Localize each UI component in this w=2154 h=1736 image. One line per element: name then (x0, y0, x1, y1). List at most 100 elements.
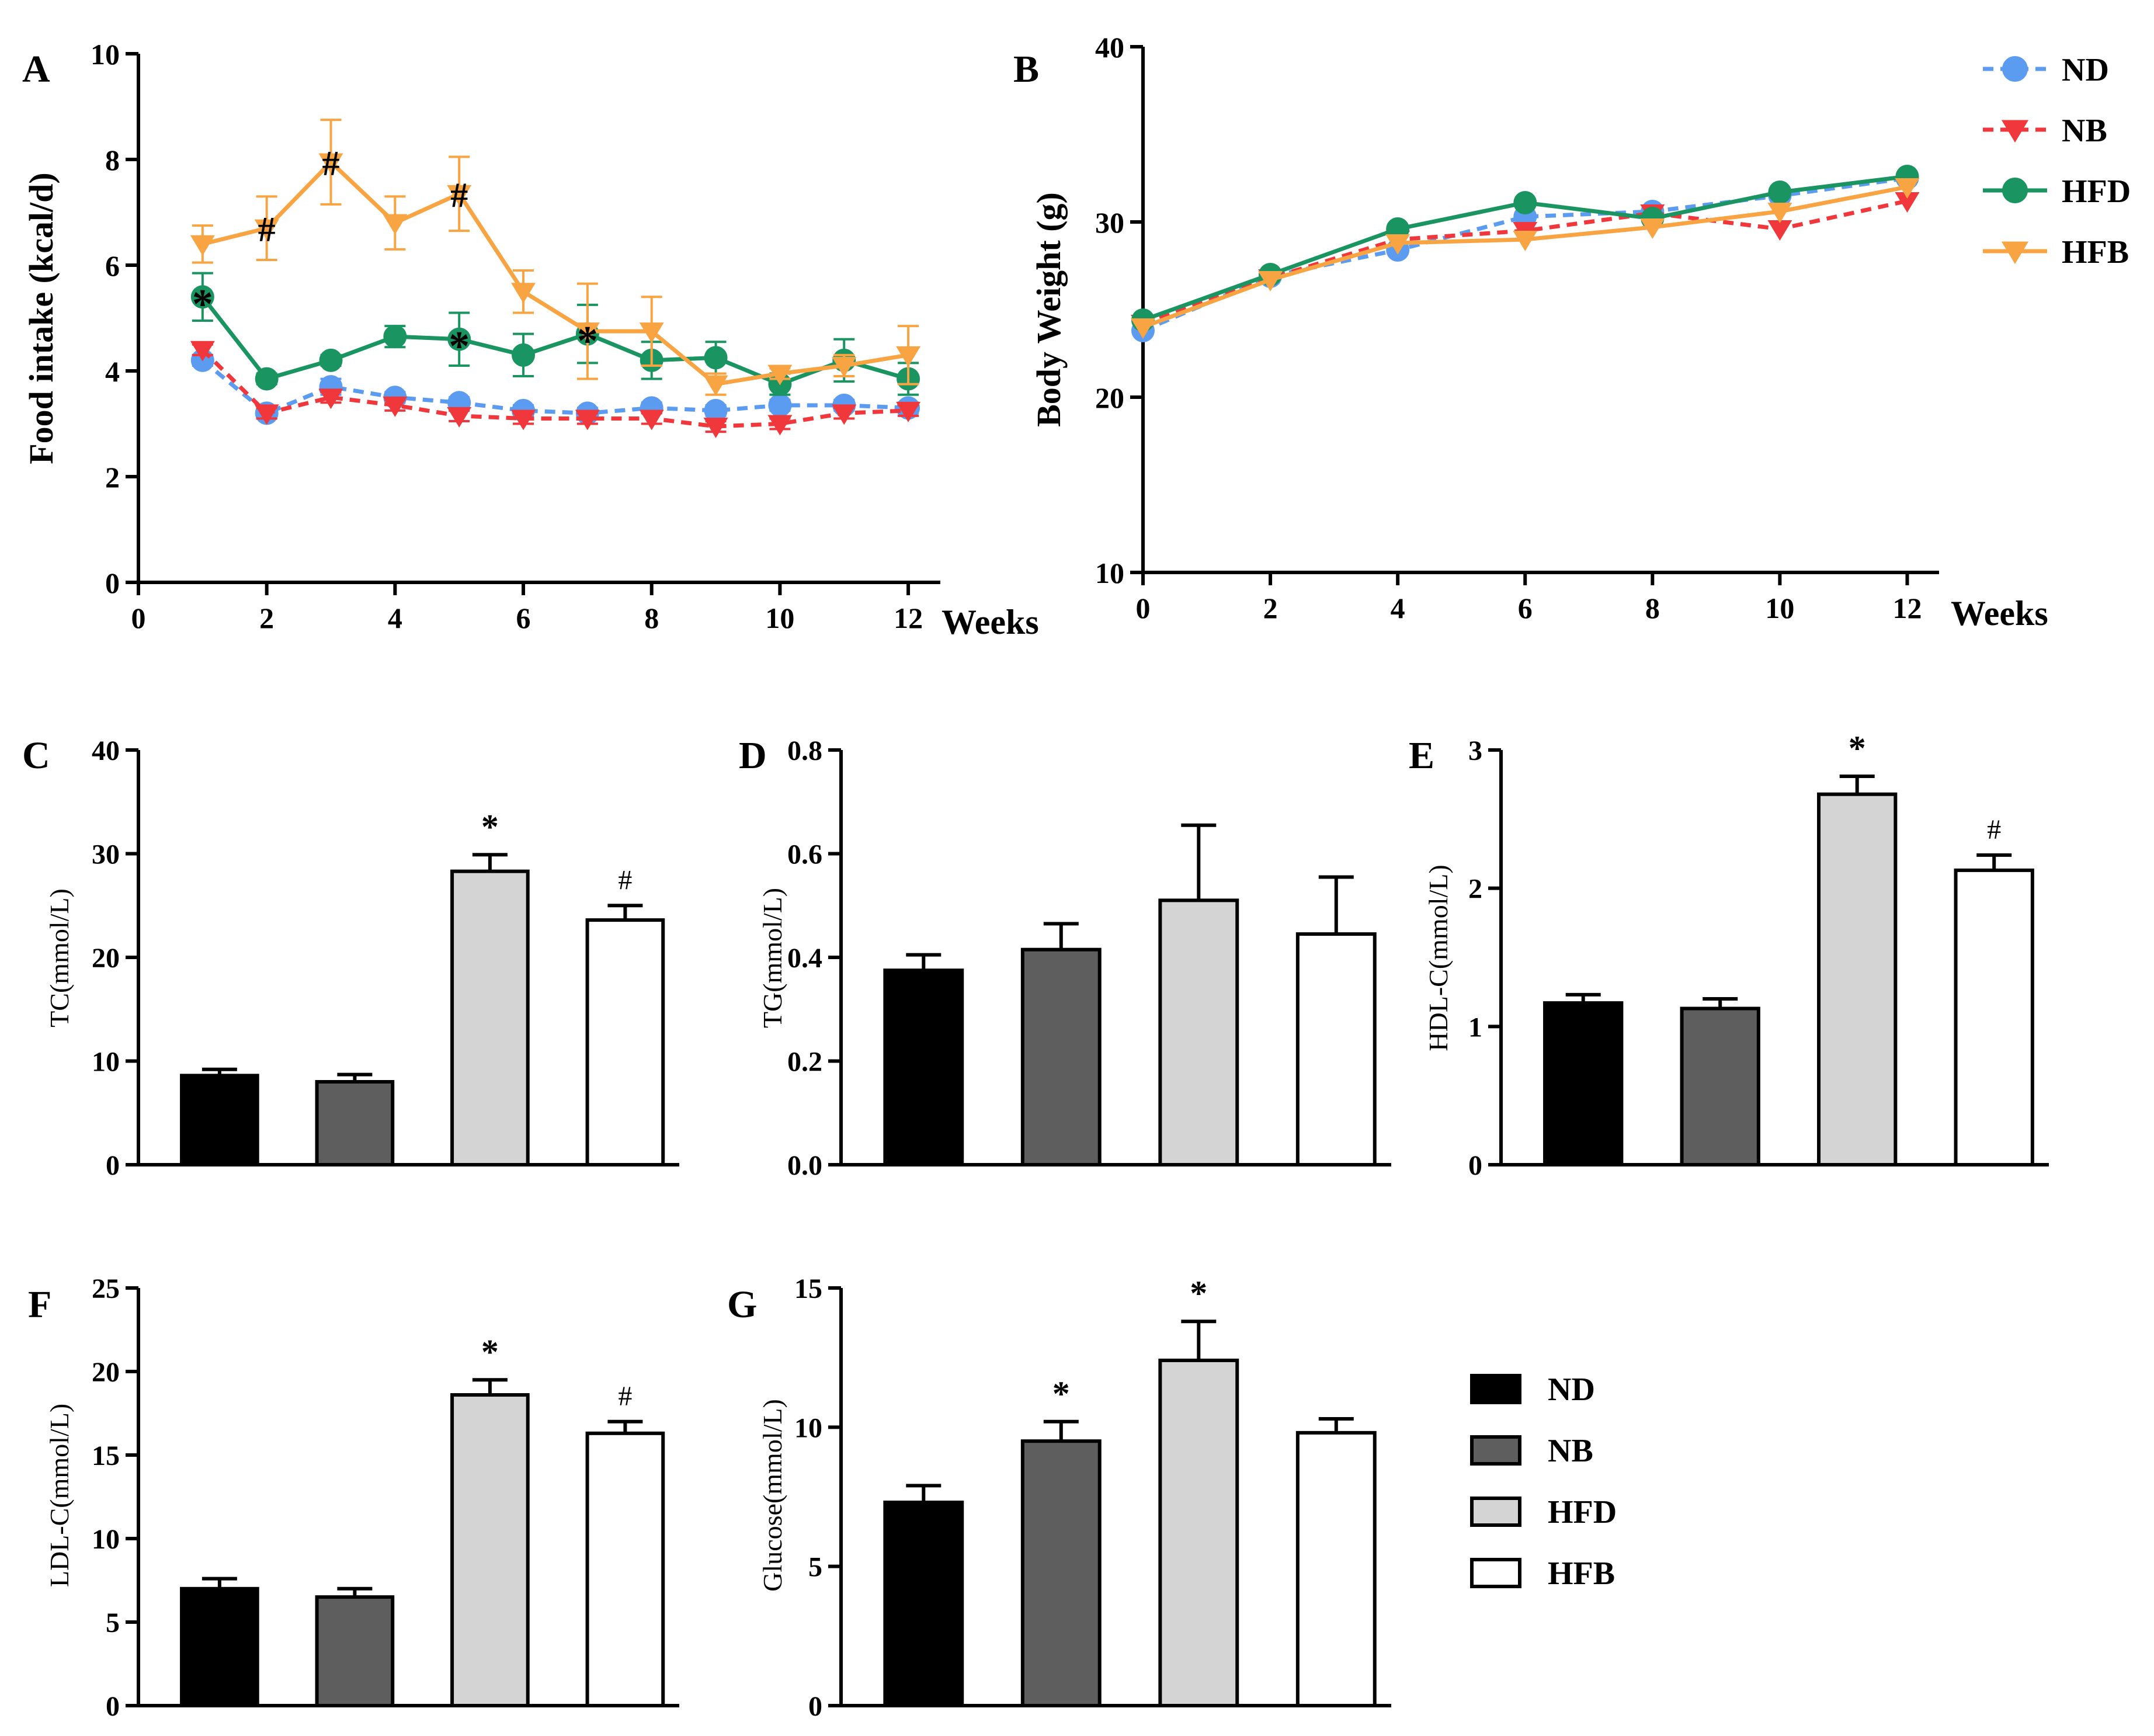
data-point (575, 409, 600, 430)
data-point (190, 341, 215, 362)
y-axis-label: LDL-C(mmol/L) (44, 1404, 74, 1587)
significance-star: * (1849, 729, 1866, 768)
y-tick-label: 40 (1095, 31, 1124, 64)
significance-hash: # (618, 1381, 632, 1412)
x-tick-label: 10 (1765, 592, 1794, 624)
y-axis-label: HDL-C(mmol/L) (1423, 864, 1453, 1051)
data-point (319, 348, 343, 372)
data-point (896, 346, 921, 367)
y-tick-label: 15 (92, 1440, 120, 1471)
data-point (832, 356, 857, 377)
x-tick-label: 12 (894, 602, 923, 634)
panel-c: C 0 10 20 30 40 TC(mmol/L) * # (22, 734, 679, 1181)
data-point (255, 367, 279, 391)
bar-hfb (1295, 932, 1377, 1166)
y-tick-label: 3 (1468, 735, 1482, 766)
series-line (202, 159, 909, 387)
data-point (639, 409, 664, 430)
panel-b: B 10 20 30 40 0 2 4 6 8 10 12 Weeks Body Weight (g) ND… (1013, 31, 2131, 633)
panel-label: G (727, 1283, 757, 1326)
significance-hash: # (1987, 814, 2001, 845)
data-point (703, 418, 728, 439)
bar-hfb (585, 1431, 665, 1708)
panel-label: C (22, 734, 50, 777)
data-point (704, 398, 728, 422)
data-point (1131, 318, 1155, 339)
data-point (1767, 220, 1792, 241)
y-tick-label: 8 (105, 144, 120, 176)
x-tick-label: 2 (1263, 592, 1278, 624)
bar-hfb (1954, 868, 2034, 1167)
y-tick-label: 0.2 (787, 1047, 822, 1078)
legend-marker-nb (2001, 120, 2029, 143)
bar-nd (883, 1501, 964, 1708)
legend-label-nb: NB (2062, 113, 2107, 149)
panel-label: B (1013, 48, 1039, 91)
legend-swatch-hfd (1470, 1497, 1521, 1527)
data-point (704, 346, 728, 370)
bar-nd (883, 968, 964, 1166)
bar-nb (1020, 1439, 1102, 1708)
data-point (1768, 180, 1792, 204)
x-tick-label: 8 (1645, 592, 1660, 624)
legend-swatch-nb (1470, 1435, 1521, 1466)
significance-hash: # (618, 864, 632, 895)
legend-label-hfd: HFD (1548, 1494, 1617, 1530)
y-tick-label: 20 (92, 943, 120, 974)
data-point (1895, 192, 1920, 213)
significance-star: * (449, 323, 470, 370)
y-axis-label: Body Weight (g) (1030, 192, 1068, 427)
legend-marker-nd (2002, 56, 2028, 82)
y-tick-label: 30 (1095, 206, 1124, 239)
y-tick-label: 40 (92, 735, 120, 766)
data-point (1258, 271, 1283, 291)
data-point (1385, 234, 1410, 255)
bar-nd (1543, 1001, 1624, 1166)
y-tick-label: 0 (105, 567, 120, 599)
y-tick-label: 0 (808, 1691, 822, 1722)
y-tick-label: 2 (105, 461, 120, 494)
x-tick-label: 4 (388, 602, 402, 634)
y-tick-label: 4 (105, 355, 120, 388)
x-tick-label: 12 (1892, 592, 1922, 624)
x-tick-label: 2 (259, 602, 274, 634)
panel-label: A (22, 48, 50, 91)
y-tick-label: 30 (92, 839, 120, 870)
data-point (767, 415, 793, 436)
panel-e: E 0 1 2 3 HDL-C(mmol/L) * # (1409, 729, 2049, 1181)
data-point (383, 214, 408, 235)
data-point (768, 393, 792, 417)
series-hfb (1131, 178, 1920, 339)
bar-hfd (1158, 898, 1239, 1166)
legend-swatch-nd (1470, 1374, 1521, 1404)
panel-g: G 0 5 10 15 Glucose(mmol/L) * * (727, 1273, 1391, 1722)
bar-legend: ND NB HFD HFB (1470, 1372, 1617, 1592)
panel-f: F 0 5 10 15 20 25 LDL-C(mmol/L) * # (28, 1273, 679, 1722)
y-tick-label: 10 (92, 1524, 120, 1555)
bar-nd (180, 1586, 259, 1708)
line-legend: ND NB HFD HFB (1983, 52, 2131, 270)
data-point (383, 396, 408, 417)
data-point (447, 407, 472, 428)
bar-hfb (585, 918, 665, 1166)
significance-hash: # (322, 144, 340, 183)
y-tick-label: 5 (106, 1607, 120, 1638)
data-point (1513, 231, 1538, 251)
data-point (447, 185, 472, 206)
data-point (318, 153, 343, 174)
data-point (383, 325, 407, 349)
y-axis-label: TC(mmol/L) (44, 888, 74, 1027)
y-tick-label: 1 (1468, 1012, 1482, 1043)
data-point (575, 322, 600, 343)
y-tick-label: 0 (106, 1150, 120, 1181)
legend-label-hfd: HFD (2062, 173, 2131, 210)
x-axis-label: Weeks (1951, 594, 2048, 633)
bar-nb (1020, 947, 1102, 1166)
panel-a: A 0 2 4 6 8 10 0 2 4 6 8 10 12 Weeks Food intake (kcal/… (22, 38, 1039, 641)
data-point (254, 219, 279, 240)
bar-hfd (1817, 792, 1898, 1166)
legend-label-nd: ND (1548, 1372, 1595, 1408)
data-point (511, 283, 536, 304)
y-tick-label: 0.8 (787, 735, 822, 766)
